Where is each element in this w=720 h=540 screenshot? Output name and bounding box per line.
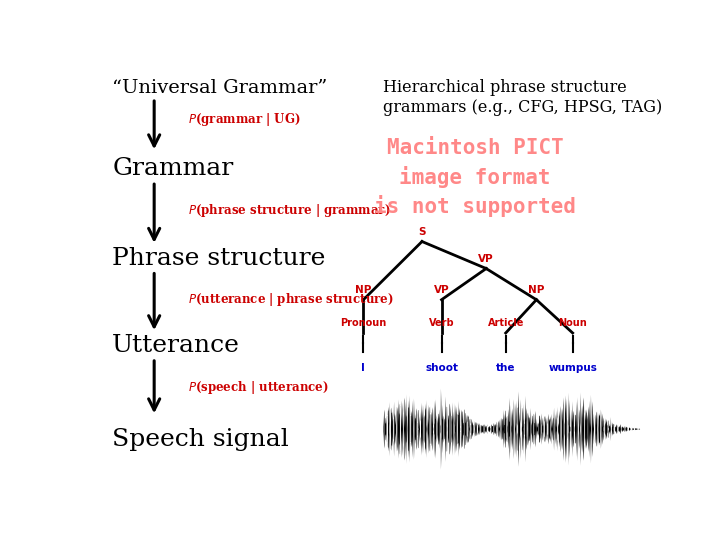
Text: I: I [361,363,365,373]
Text: Utterance: Utterance [112,334,240,357]
Text: NP: NP [528,285,544,295]
Text: NP: NP [355,285,372,295]
Text: $\mathit{P}$(grammar | UG): $\mathit{P}$(grammar | UG) [188,111,300,128]
Text: $\mathit{P}$(phrase structure | grammar): $\mathit{P}$(phrase structure | grammar) [188,202,390,219]
Text: VP: VP [433,285,449,295]
Text: $\mathit{P}$(speech | utterance): $\mathit{P}$(speech | utterance) [188,379,328,395]
Text: Noun: Noun [558,318,587,328]
Text: Article: Article [487,318,524,328]
Text: Grammar: Grammar [112,157,233,180]
Text: Phrase structure: Phrase structure [112,247,325,269]
Text: Pronoun: Pronoun [341,318,387,328]
Text: “Universal Grammar”: “Universal Grammar” [112,79,328,97]
Text: Macintosh PICT: Macintosh PICT [387,138,563,158]
Text: wumpus: wumpus [548,363,597,373]
Text: shoot: shoot [425,363,458,373]
Text: image format: image format [400,166,551,188]
Text: Hierarchical phrase structure
grammars (e.g., CFG, HPSG, TAG): Hierarchical phrase structure grammars (… [383,79,662,116]
Text: Verb: Verb [428,318,454,328]
Text: S: S [418,226,426,237]
Text: $\mathit{P}$(utterance | phrase structure): $\mathit{P}$(utterance | phrase structur… [188,291,393,308]
Text: VP: VP [478,254,494,264]
Text: Speech signal: Speech signal [112,428,289,450]
Text: the: the [496,363,516,373]
Text: is not supported: is not supported [374,195,576,217]
